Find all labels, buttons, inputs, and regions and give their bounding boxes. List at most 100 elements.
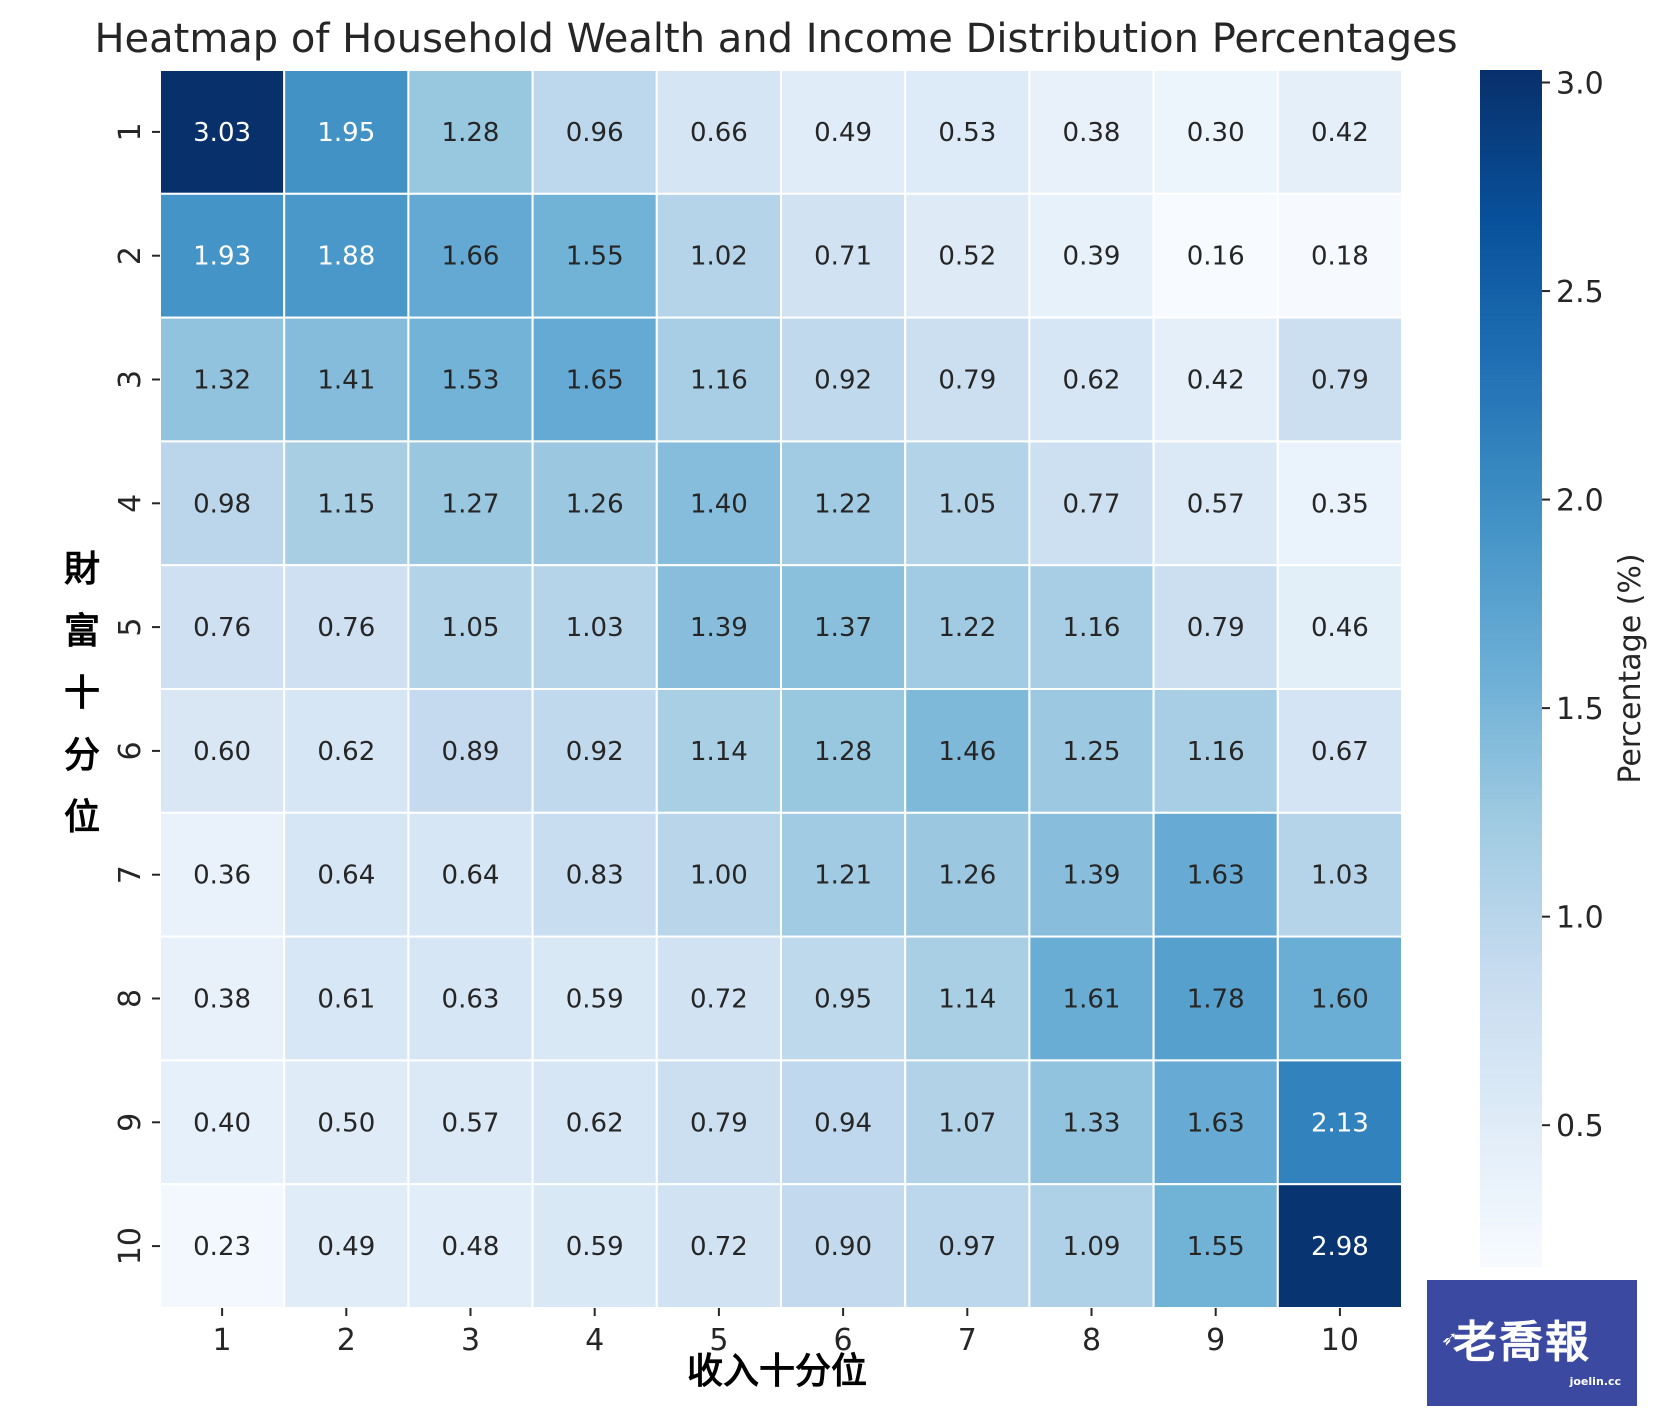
cell-value-label: 1.26 [938,861,996,891]
colorbar-segment [1480,1117,1542,1123]
colorbar-segment [1480,1072,1542,1079]
colorbar-segment [1480,239,1542,246]
cell-value-label: 0.77 [1063,489,1121,519]
colorbar-segment [1480,139,1542,146]
x-tick-label: 1 [213,1323,232,1358]
heatmap-cell [1028,316,1155,443]
y-tick-label: 5 [113,618,148,637]
colorbar-segment [1480,439,1542,445]
cell-value-label: 0.79 [938,366,996,396]
heatmap-cell [531,192,658,319]
colorbar-segment [1480,1242,1542,1248]
cell-value-label: 0.40 [193,1108,251,1138]
colorbar-segment [1480,1037,1542,1044]
cell-value-label: 0.18 [1311,242,1369,272]
colorbar-segment [1480,588,1542,595]
y-tick-label: 7 [113,865,148,884]
colorbar-segment [1480,803,1542,809]
heatmap-cell [1276,564,1404,691]
colorbar-segment [1480,1197,1542,1203]
colorbar-tick-label: 2.0 [1556,484,1604,519]
colorbar-segment [1480,1102,1542,1108]
cell-value-label: 0.49 [317,1232,375,1262]
cell-value-label: 1.40 [690,489,748,519]
colorbar-segment [1480,678,1542,685]
colorbar-segment [1480,174,1542,181]
colorbar-segment [1480,274,1542,281]
colorbar-segment [1480,214,1542,221]
colorbar-segment [1480,469,1542,475]
colorbar-segment [1480,483,1542,490]
colorbar-segment [1480,887,1542,894]
heatmap-cell [1276,1183,1404,1309]
colorbar-segment [1480,339,1542,345]
cell-value-label: 1.60 [1311,985,1369,1015]
cell-value-label: 0.66 [690,118,748,148]
cell-value-label: 0.76 [193,613,251,643]
colorbar-segment [1480,129,1542,136]
colorbar-segment [1480,259,1542,266]
cell-value-label: 0.60 [193,737,251,767]
y-axis-label-char: 十 [64,673,100,714]
colorbar-segment [1480,89,1542,96]
colorbar-segment [1480,389,1542,395]
cell-value-label: 1.07 [938,1108,996,1138]
cell-value-label: 1.27 [442,489,500,519]
colorbar-segment [1480,269,1542,276]
colorbar-segment [1480,1182,1542,1188]
heatmap-cell [1152,1059,1279,1186]
cell-value-label: 1.66 [442,242,500,272]
colorbar-segment [1480,558,1542,565]
heatmap-cell [904,811,1031,938]
colorbar-segment [1480,972,1542,979]
colorbar-segment [1480,853,1542,859]
cell-value-label: 1.21 [814,861,872,891]
watermark-logo: ➶ 老喬報 joelin.cc [1427,1280,1637,1406]
colorbar-segment [1480,773,1542,779]
heatmap-cell [904,440,1031,567]
colorbar-segment [1480,1137,1542,1143]
colorbar-segment [1480,249,1542,256]
cell-value-label: 0.42 [1311,118,1369,148]
cell-value-label: 1.65 [566,366,624,396]
colorbar-segment [1480,244,1542,251]
cell-value-label: 1.26 [566,489,624,519]
heatmap-cell [655,1059,782,1186]
colorbar-segment [1480,224,1542,231]
colorbar-segment [1480,229,1542,236]
colorbar-segment [1480,563,1542,570]
colorbar-segment [1480,743,1542,749]
colorbar-segment [1480,189,1542,196]
colorbar-segment [1480,379,1542,385]
colorbar-segment [1480,658,1542,665]
colorbar-segment [1480,798,1542,804]
heatmap-cell [531,1059,658,1186]
heatmap-cell [159,316,286,443]
colorbar-segment [1480,823,1542,829]
cell-value-label: 0.72 [690,985,748,1015]
cell-value-label: 1.09 [1063,1232,1121,1262]
heatmap-cell [780,935,907,1062]
colorbar-segment [1480,334,1542,340]
watermark-subtext: joelin.cc [1569,1375,1621,1388]
colorbar-segment [1480,1097,1542,1104]
heatmap-cell [531,811,658,938]
colorbar-segment [1480,234,1542,241]
heatmap-cell [1276,440,1404,567]
bird-icon: ➶ [1441,1326,1458,1350]
heatmap-cell [780,1183,907,1309]
x-axis-label: 收入十分位 [687,1351,867,1392]
colorbar-segment [1480,793,1542,799]
heatmap-cell [1276,316,1404,443]
heatmap-cell [904,935,1031,1062]
heatmap-cell [407,935,534,1062]
colorbar-segment [1480,1172,1542,1178]
colorbar-segment [1480,1067,1542,1074]
colorbar-segment [1480,419,1542,425]
colorbar-segment [1480,184,1542,191]
colorbar-segment [1480,1127,1542,1133]
y-tick-label: 10 [113,1227,148,1265]
cell-value-label: 3.03 [193,118,251,148]
colorbar-segment [1480,1132,1542,1138]
